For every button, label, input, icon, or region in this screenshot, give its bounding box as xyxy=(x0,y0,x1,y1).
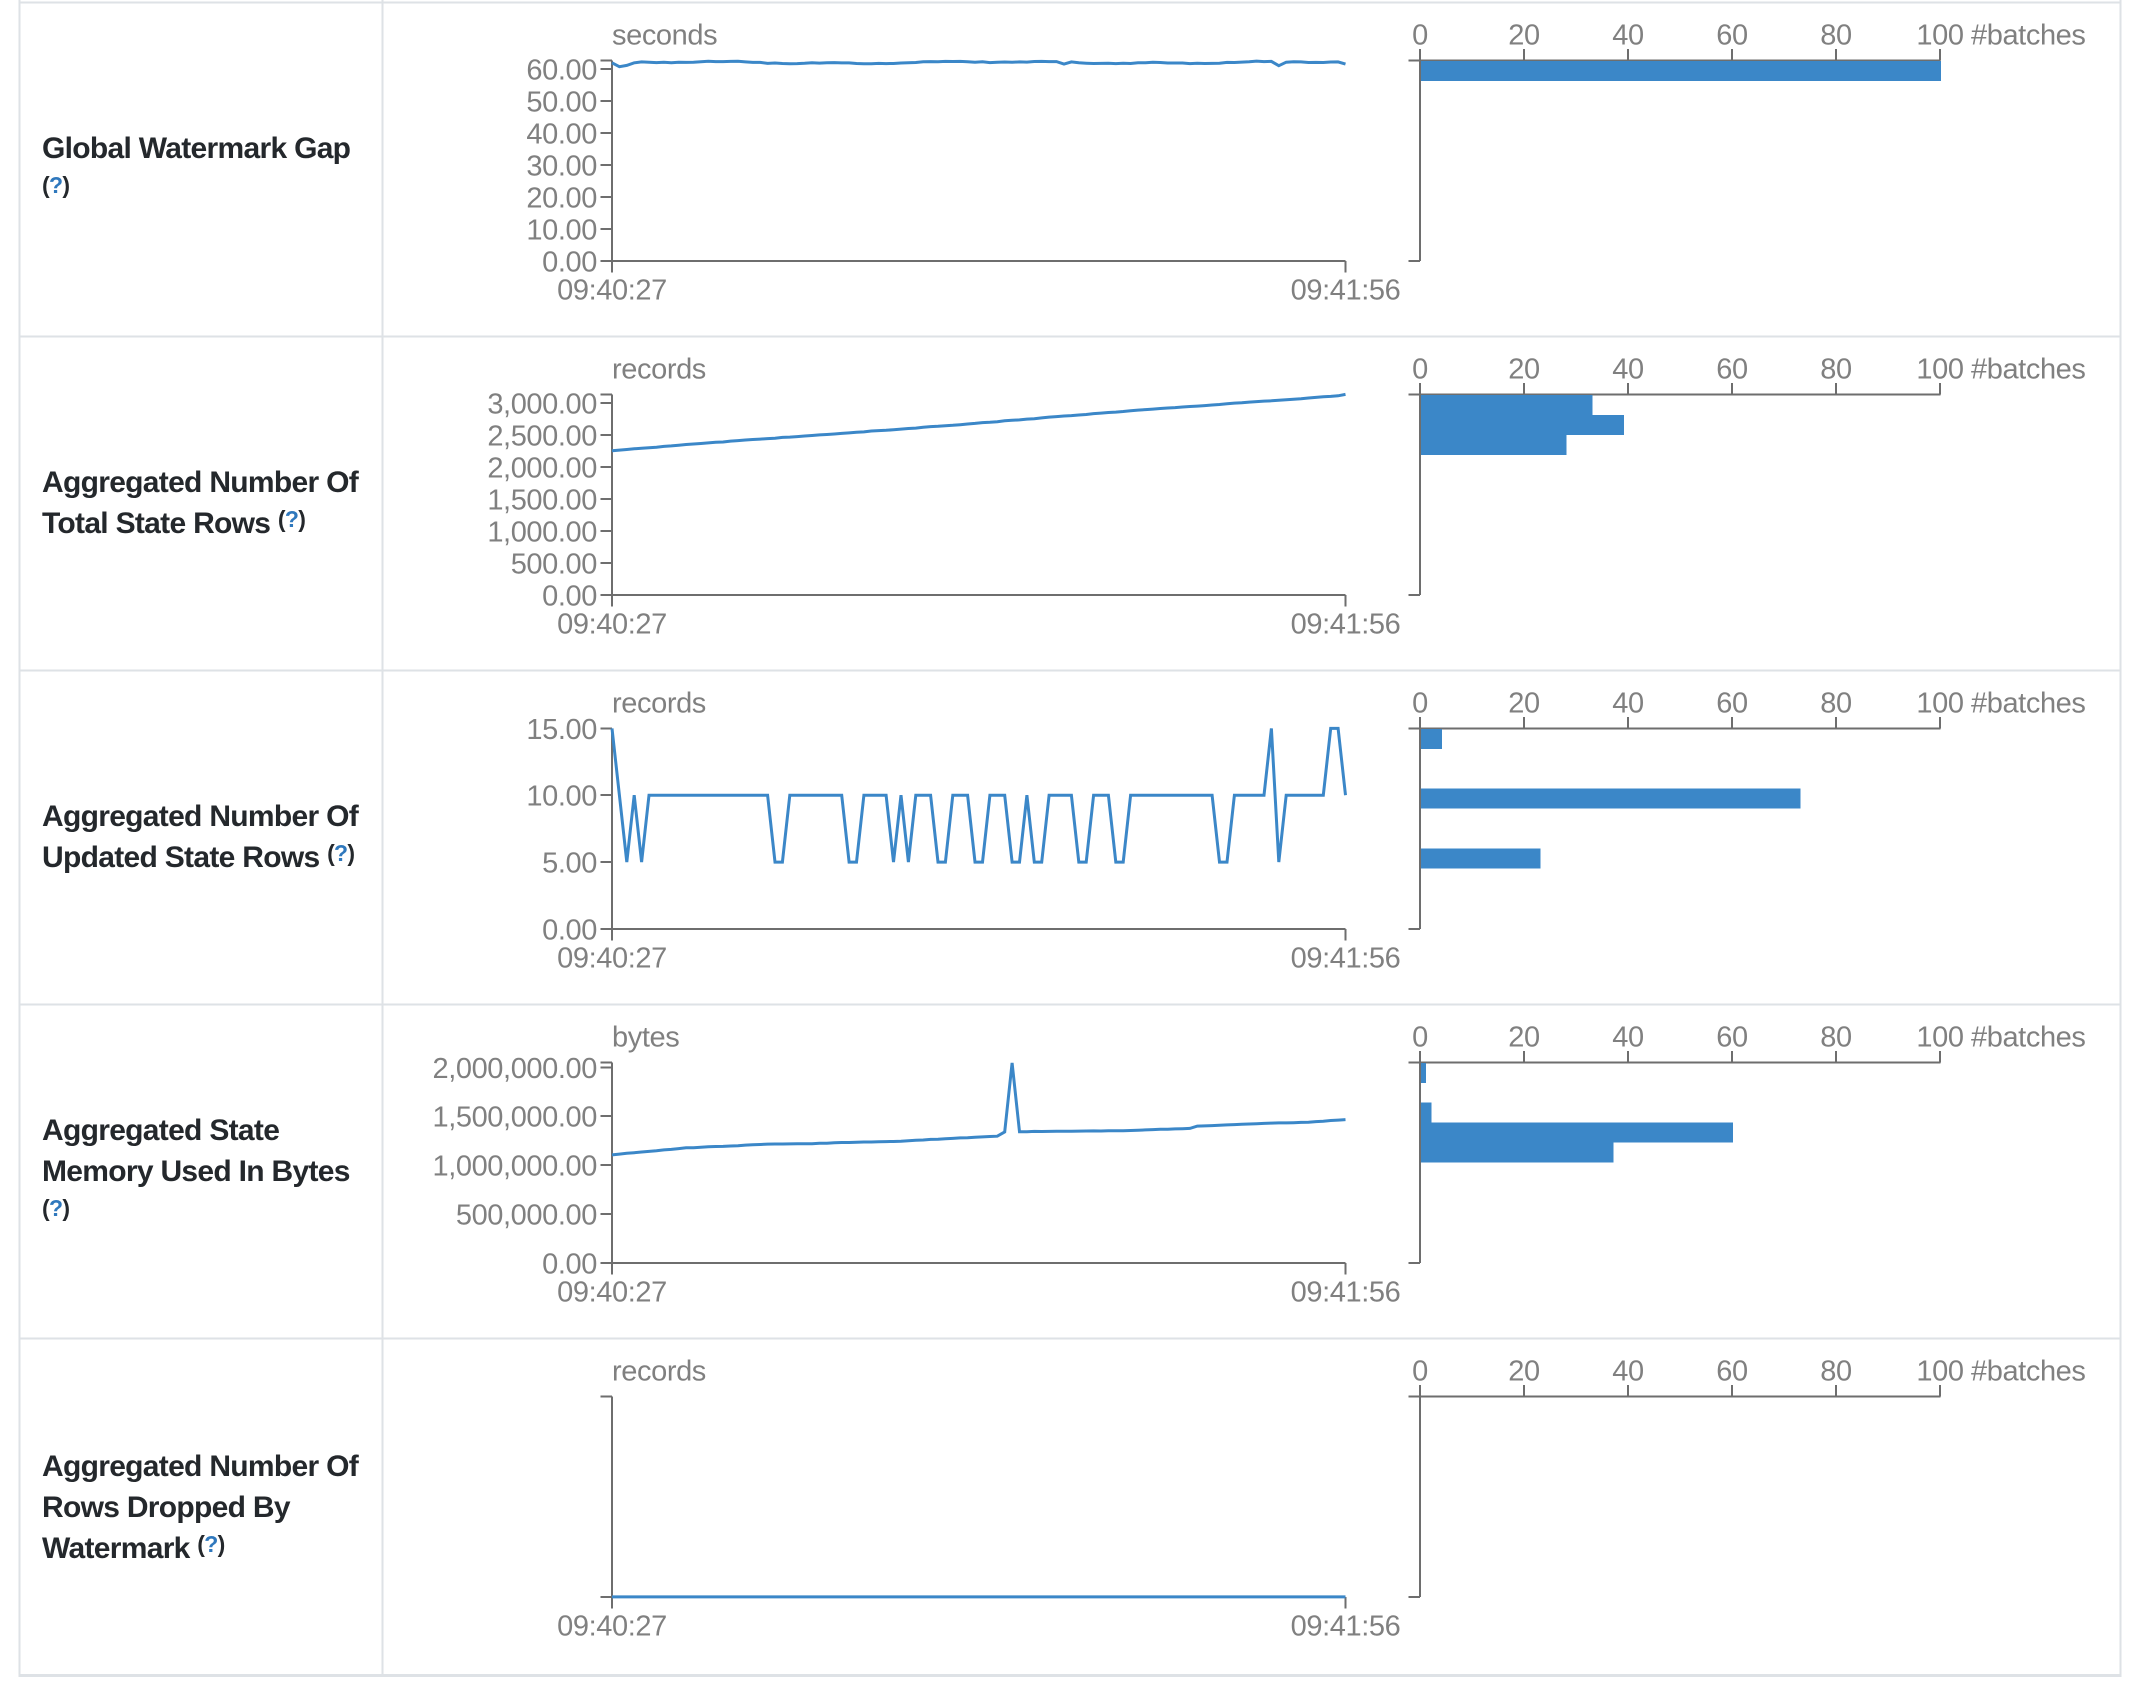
svg-text:3,000.00: 3,000.00 xyxy=(487,389,597,421)
svg-text:20: 20 xyxy=(1508,1022,1539,1054)
svg-text:09:40:27: 09:40:27 xyxy=(557,609,667,641)
svg-text:20: 20 xyxy=(1508,1356,1539,1388)
svg-text:30.00: 30.00 xyxy=(526,150,597,182)
svg-text:80: 80 xyxy=(1820,1356,1851,1388)
svg-text:1,000.00: 1,000.00 xyxy=(487,517,597,549)
svg-text:10.00: 10.00 xyxy=(526,781,597,813)
svg-text:09:41:56: 09:41:56 xyxy=(1291,1611,1401,1643)
svg-text:0.00: 0.00 xyxy=(542,1248,597,1280)
svg-text:80: 80 xyxy=(1820,688,1851,720)
svg-text:#batches: #batches xyxy=(1971,1022,2086,1054)
svg-text:09:41:56: 09:41:56 xyxy=(1291,943,1401,975)
svg-text:100: 100 xyxy=(1916,354,1963,386)
svg-text:records: records xyxy=(612,354,706,386)
svg-text:0: 0 xyxy=(1412,354,1428,386)
svg-text:100: 100 xyxy=(1916,688,1963,720)
svg-text:80: 80 xyxy=(1820,354,1851,386)
svg-text:40: 40 xyxy=(1612,1356,1643,1388)
svg-text:40: 40 xyxy=(1612,1022,1643,1054)
svg-text:09:41:56: 09:41:56 xyxy=(1291,609,1401,641)
svg-text:09:41:56: 09:41:56 xyxy=(1291,1277,1401,1309)
svg-text:2,500.00: 2,500.00 xyxy=(487,421,597,453)
svg-text:80: 80 xyxy=(1820,1022,1851,1054)
svg-text:40.00: 40.00 xyxy=(526,118,597,150)
svg-text:60: 60 xyxy=(1716,1022,1747,1054)
svg-text:100: 100 xyxy=(1916,1356,1963,1388)
svg-text:records: records xyxy=(612,688,706,720)
svg-text:60: 60 xyxy=(1716,1356,1747,1388)
svg-text:60: 60 xyxy=(1716,354,1747,386)
svg-text:500.00: 500.00 xyxy=(511,548,597,580)
svg-text:0: 0 xyxy=(1412,1356,1428,1388)
svg-text:#batches: #batches xyxy=(1971,20,2086,52)
svg-text:100: 100 xyxy=(1916,1022,1963,1054)
svg-text:40: 40 xyxy=(1612,688,1643,720)
svg-text:40: 40 xyxy=(1612,354,1643,386)
svg-text:1,500,000.00: 1,500,000.00 xyxy=(432,1102,597,1134)
svg-text:10.00: 10.00 xyxy=(526,214,597,246)
svg-text:seconds: seconds xyxy=(612,20,717,52)
svg-text:20: 20 xyxy=(1508,20,1539,52)
svg-text:60.00: 60.00 xyxy=(526,54,597,86)
svg-text:60: 60 xyxy=(1716,20,1747,52)
svg-text:0.00: 0.00 xyxy=(542,246,597,278)
svg-text:1,500.00: 1,500.00 xyxy=(487,485,597,517)
svg-text:40: 40 xyxy=(1612,20,1643,52)
svg-text:0: 0 xyxy=(1412,1022,1428,1054)
svg-text:#batches: #batches xyxy=(1971,354,2086,386)
svg-text:20: 20 xyxy=(1508,688,1539,720)
svg-text:09:40:27: 09:40:27 xyxy=(557,1611,667,1643)
svg-text:15.00: 15.00 xyxy=(526,714,597,746)
svg-text:0.00: 0.00 xyxy=(542,580,597,612)
svg-text:50.00: 50.00 xyxy=(526,86,597,118)
svg-text:20.00: 20.00 xyxy=(526,182,597,214)
svg-text:records: records xyxy=(612,1356,706,1388)
svg-text:0: 0 xyxy=(1412,20,1428,52)
svg-text:09:40:27: 09:40:27 xyxy=(557,275,667,307)
svg-text:bytes: bytes xyxy=(612,1022,679,1054)
svg-text:80: 80 xyxy=(1820,20,1851,52)
svg-text:500,000.00: 500,000.00 xyxy=(456,1199,597,1231)
svg-text:#batches: #batches xyxy=(1971,688,2086,720)
svg-text:09:40:27: 09:40:27 xyxy=(557,943,667,975)
svg-text:2,000.00: 2,000.00 xyxy=(487,453,597,485)
svg-text:2,000,000.00: 2,000,000.00 xyxy=(432,1053,597,1085)
svg-text:#batches: #batches xyxy=(1971,1356,2086,1388)
svg-text:09:40:27: 09:40:27 xyxy=(557,1277,667,1309)
svg-text:5.00: 5.00 xyxy=(542,848,597,880)
svg-text:1,000,000.00: 1,000,000.00 xyxy=(432,1151,597,1183)
svg-text:60: 60 xyxy=(1716,688,1747,720)
svg-text:0.00: 0.00 xyxy=(542,914,597,946)
svg-text:100: 100 xyxy=(1916,20,1963,52)
svg-text:0: 0 xyxy=(1412,688,1428,720)
svg-text:20: 20 xyxy=(1508,354,1539,386)
svg-text:09:41:56: 09:41:56 xyxy=(1291,275,1401,307)
